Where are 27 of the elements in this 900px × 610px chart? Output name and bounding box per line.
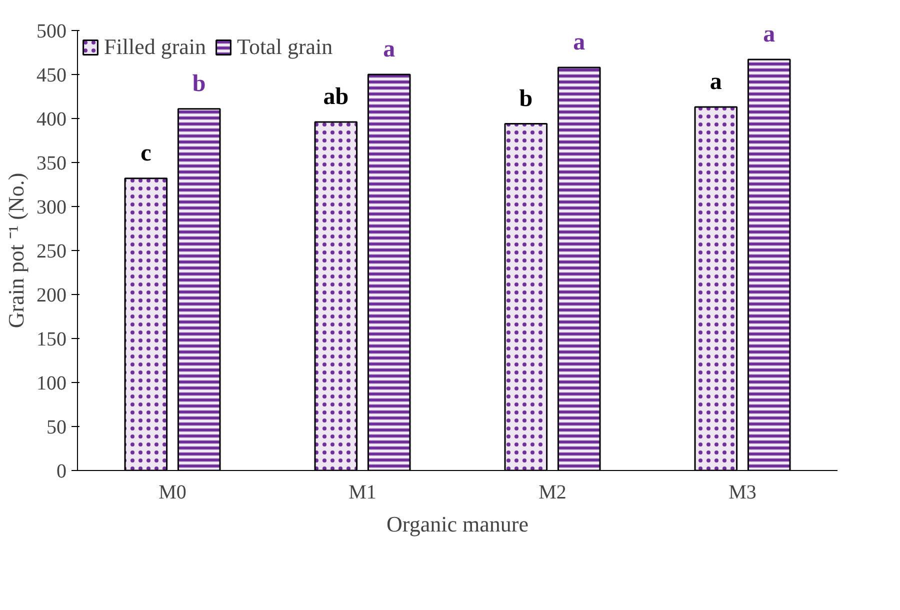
annotation: a (710, 69, 722, 96)
y-tick-label: 100 (36, 372, 66, 394)
annotation: b (192, 70, 206, 97)
annotation: a (763, 22, 776, 48)
x-tick-label: M3 (728, 482, 756, 504)
y-tick-label: 350 (36, 152, 66, 174)
y-tick-label: 500 (36, 20, 66, 42)
legend-label: Filled grain (104, 34, 206, 60)
annotation: a (383, 36, 396, 62)
annotation: a (573, 29, 586, 56)
y-tick-label: 200 (36, 284, 66, 306)
y-tick-label: 400 (36, 108, 66, 130)
x-axis-title: Organic manure (386, 512, 528, 536)
y-tick-label: 300 (36, 196, 66, 218)
annotation: ab (323, 84, 349, 110)
x-tick-label: M2 (538, 482, 566, 504)
x-tick-label: M1 (348, 482, 376, 504)
y-tick-label: 50 (46, 416, 66, 438)
annotation: b (519, 86, 533, 112)
annotation: c (140, 140, 152, 166)
y-tick-label: 250 (36, 240, 66, 262)
legend-label: Total grain (237, 34, 333, 60)
y-tick-label: 150 (36, 328, 66, 350)
y-tick-label: 450 (36, 64, 66, 86)
x-tick-label: M0 (158, 482, 186, 504)
y-tick-label: 0 (56, 460, 66, 482)
y-axis-title: Grain pot ⁻¹ (No.) (4, 172, 28, 328)
